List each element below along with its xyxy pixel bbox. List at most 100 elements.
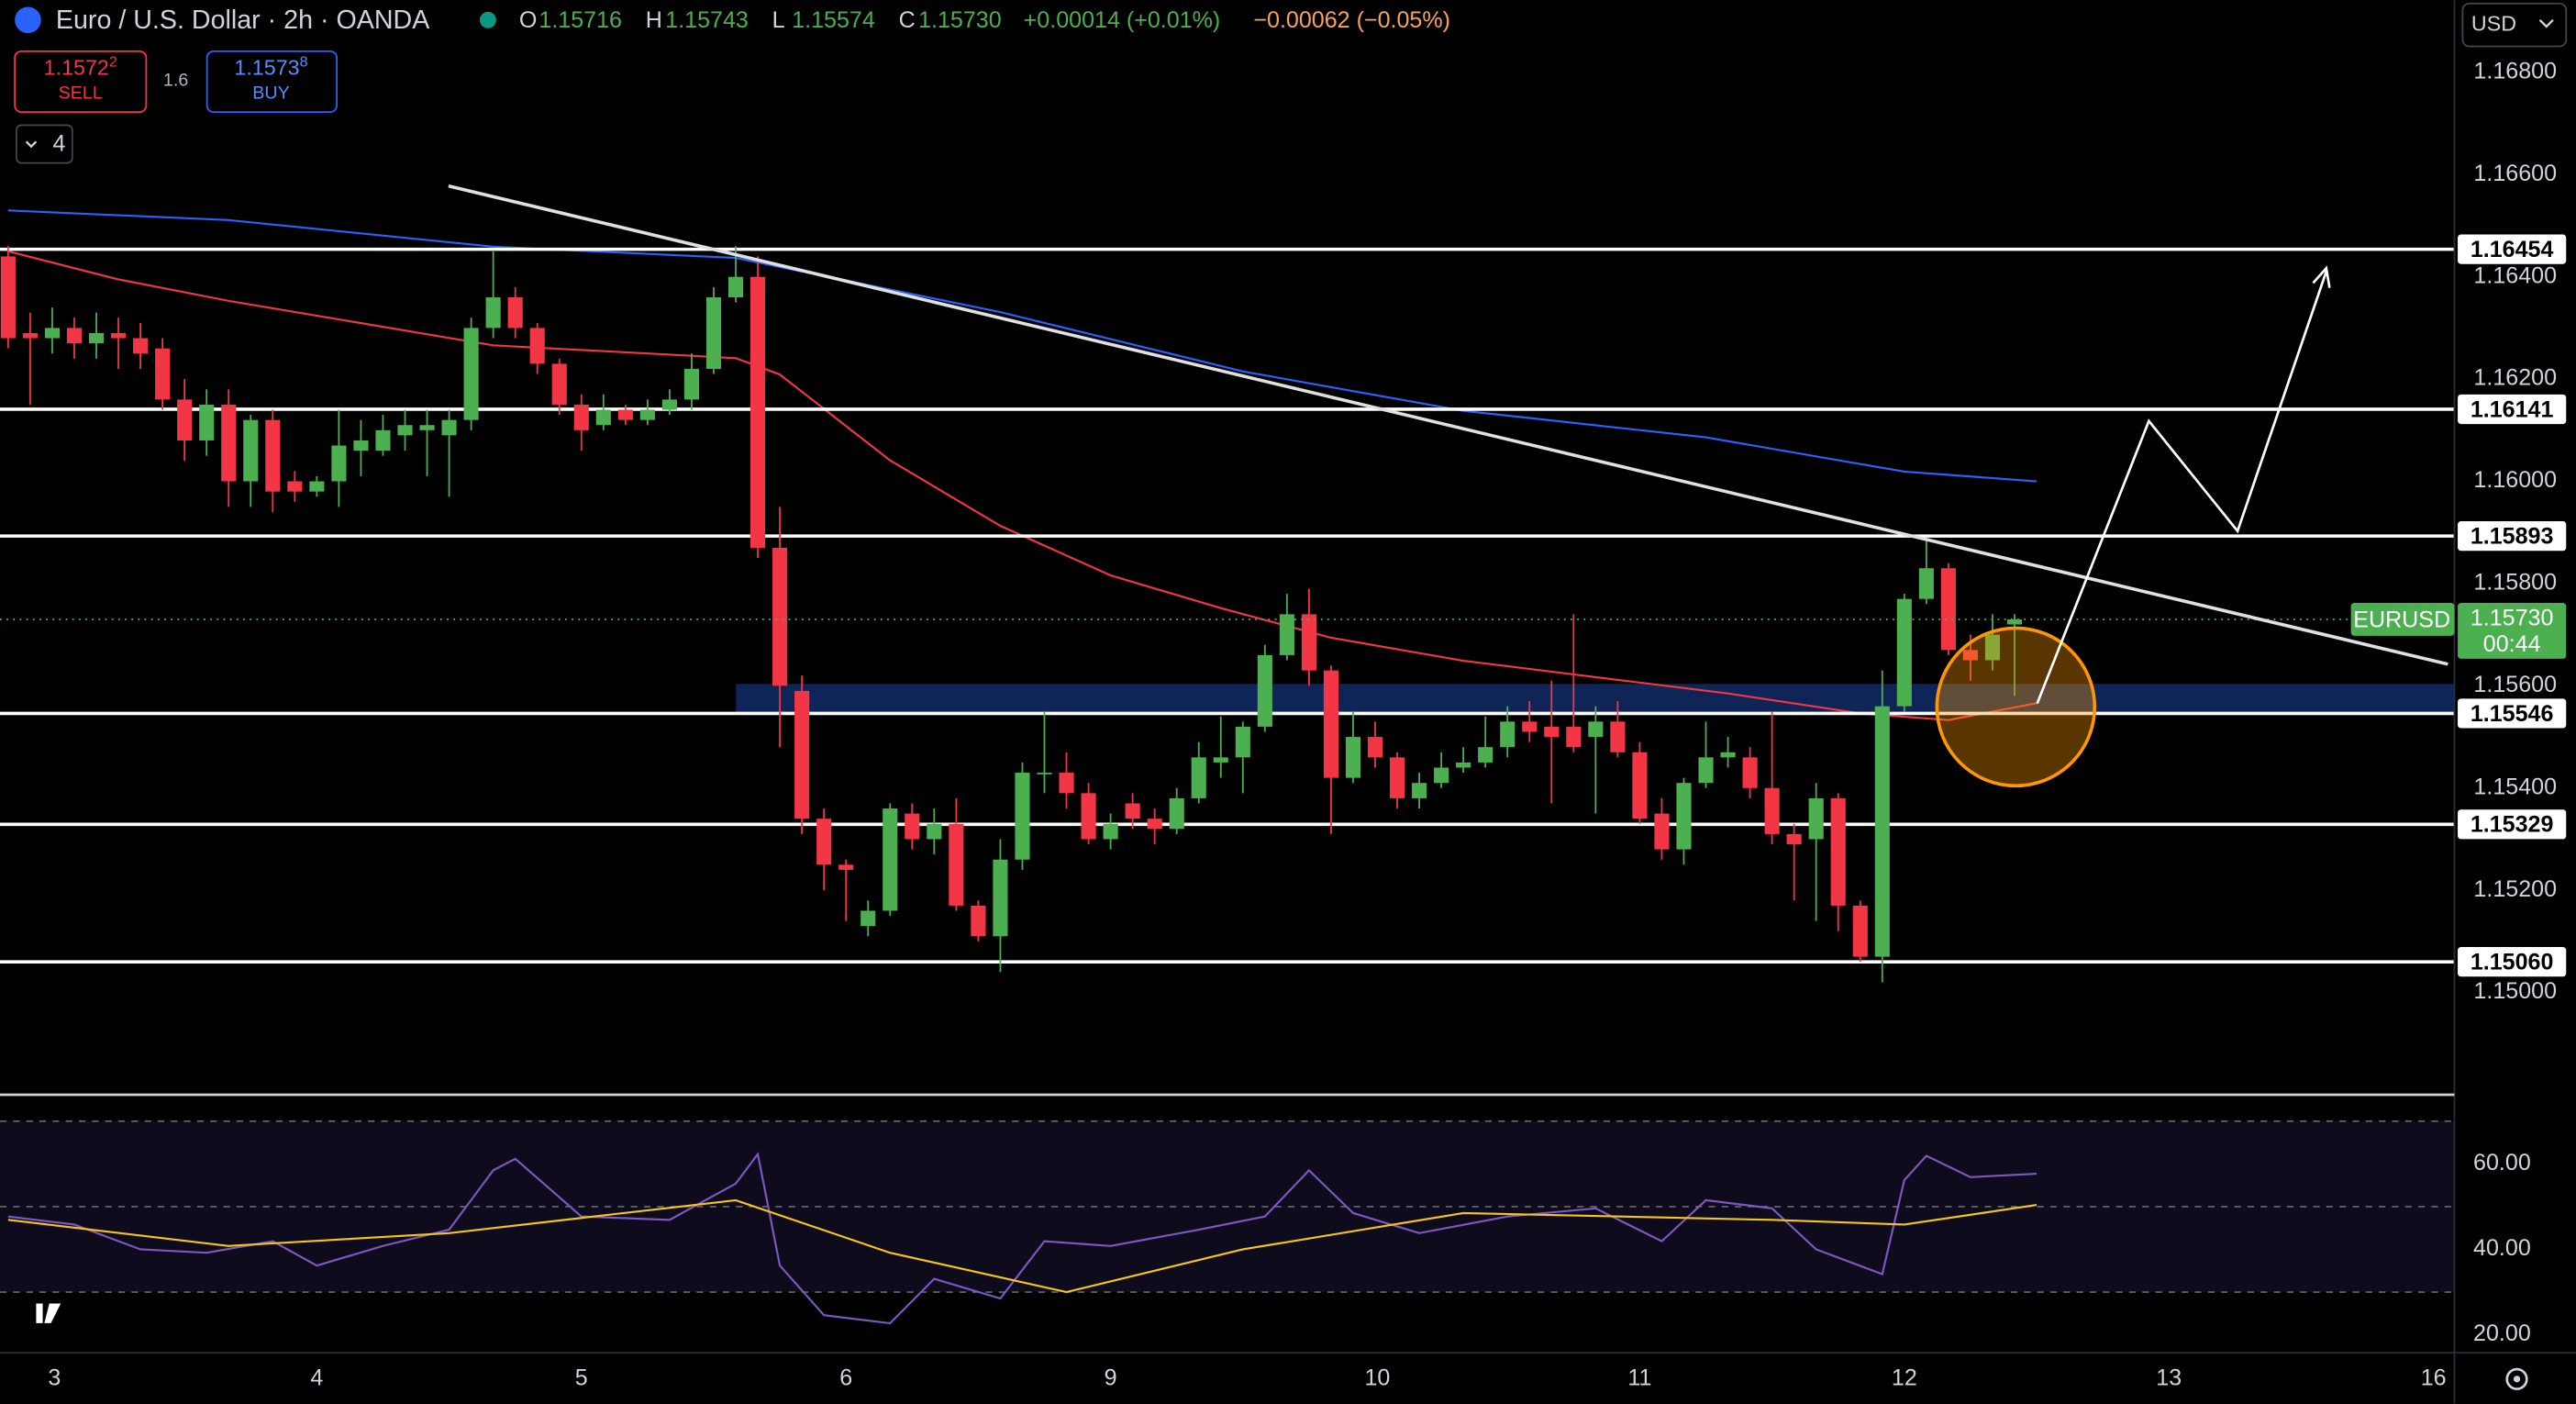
buy-price-main: 1.1573: [234, 56, 299, 80]
level-label-box: [2458, 698, 2567, 729]
sell-price-main: 1.1572: [44, 56, 109, 80]
candle-body: [397, 425, 413, 436]
gear[interactable]: [2505, 1367, 2528, 1390]
symbol-title: Euro / U.S. Dollar · 2h · OANDA: [56, 6, 430, 35]
candle-body: [199, 404, 215, 440]
candle-body: [1720, 752, 1736, 758]
level-label-box: [2458, 234, 2567, 264]
candle-body: [1015, 773, 1030, 860]
buy-label[interactable]: BUY: [252, 84, 289, 104]
sell-label[interactable]: SELL: [59, 84, 103, 104]
candle-body: [794, 690, 810, 819]
x-tick-label: 6: [839, 1365, 852, 1390]
last-price-box: [2458, 603, 2567, 659]
candle-body: [772, 547, 788, 686]
candle-body: [375, 429, 391, 451]
sell-price[interactable]: 1.15722: [44, 54, 117, 80]
candle-body: [683, 368, 700, 400]
candle-body: [1301, 614, 1316, 671]
x-tick-label: 11: [1627, 1365, 1651, 1390]
candle-body: [1147, 819, 1162, 830]
countdown: 00:44: [2483, 631, 2541, 657]
currency[interactable]: USD: [2471, 11, 2516, 35]
candle-body: [551, 363, 567, 405]
candle-body: [1984, 634, 2001, 661]
ohlc-key: H: [646, 7, 662, 33]
candle-body: [22, 332, 38, 339]
chevron: [2538, 18, 2554, 28]
x-tick-label: 9: [1105, 1365, 1117, 1390]
candle-body: [331, 445, 347, 482]
candle-body: [1742, 757, 1758, 788]
y-tick-label: 1.16600: [2473, 161, 2557, 186]
spread: 1.6: [163, 70, 188, 90]
symbol-flag: [15, 6, 41, 34]
highlight-circle: [1935, 626, 2097, 788]
gear-hub: [2513, 1376, 2521, 1383]
candle-body: [243, 419, 259, 482]
candle-body: [905, 813, 920, 840]
candle-body: [1059, 773, 1074, 794]
level-label: 1.16141: [2471, 396, 2554, 422]
buy-button[interactable]: [205, 50, 339, 113]
y-tick-label: 1.15600: [2473, 672, 2557, 697]
candle-body: [2006, 618, 2023, 625]
candle-body: [1103, 823, 1118, 840]
candle-body: [44, 328, 61, 339]
candle-body: [661, 399, 677, 410]
moving-average: [7, 209, 2037, 483]
candle-body: [1940, 568, 1956, 651]
candle-body: [883, 808, 898, 911]
ohlc-value: 1.15716: [539, 7, 622, 33]
ohlc-key: O: [519, 7, 538, 33]
candle-body: [1676, 783, 1692, 850]
candle-body: [816, 819, 832, 865]
settings-icon[interactable]: [2505, 1367, 2528, 1390]
change-session: −0.00062 (−0.05%): [1253, 7, 1450, 33]
sell-button[interactable]: [14, 50, 148, 113]
drawings: [448, 184, 2448, 788]
candle-body: [1345, 737, 1361, 778]
rsi-tick-label: 40.00: [2473, 1235, 2531, 1261]
rsi-tick-label: 60.00: [2473, 1150, 2531, 1176]
buy-price[interactable]: 1.15738: [234, 54, 307, 80]
candle-body: [177, 399, 193, 440]
candle-body: [1191, 757, 1206, 798]
candle-body: [287, 481, 303, 492]
change: +0.00014 (+0.01%): [1024, 7, 1221, 33]
candle-body: [1169, 797, 1184, 830]
chevron: [25, 140, 38, 149]
logo-shape: [19, 1303, 61, 1323]
arrow-head: [2312, 265, 2331, 288]
candle-body: [1544, 726, 1560, 738]
ohlc-key: L: [772, 7, 785, 33]
candle-body: [1478, 747, 1493, 763]
candle-body: [463, 328, 479, 420]
candle-body: [419, 425, 435, 430]
indicators-toggle[interactable]: [16, 124, 73, 164]
ohlc-value: 1.15730: [918, 7, 1002, 33]
level-label: 1.15329: [2471, 812, 2554, 838]
candle-body: [1279, 614, 1294, 655]
rsi-tick-label: 20.00: [2473, 1320, 2531, 1346]
candle-body: [1412, 783, 1427, 798]
candle-body: [617, 409, 633, 420]
candle-body: [705, 296, 722, 369]
y-tick-label: 1.16400: [2473, 262, 2557, 288]
candle-body: [1522, 721, 1538, 732]
candle-body: [573, 404, 589, 430]
candle-body: [1786, 833, 1802, 845]
header: Euro / U.S. Dollar · 2h · OANDA +0.00014…: [14, 3, 2568, 164]
last-price-label: 1.15730: [2471, 606, 2554, 631]
candle-body: [1235, 726, 1250, 758]
candle-body: [507, 296, 523, 329]
symbol-label: EURUSD: [2353, 607, 2450, 632]
y-tick-label: 1.16200: [2473, 365, 2557, 391]
level-label: 1.15893: [2471, 524, 2554, 550]
candle-body: [1434, 767, 1449, 784]
currency-button[interactable]: [2461, 3, 2568, 48]
symbol-label-box: [2350, 603, 2455, 636]
candle-body: [66, 328, 83, 344]
indicator-count[interactable]: 4: [52, 131, 65, 157]
